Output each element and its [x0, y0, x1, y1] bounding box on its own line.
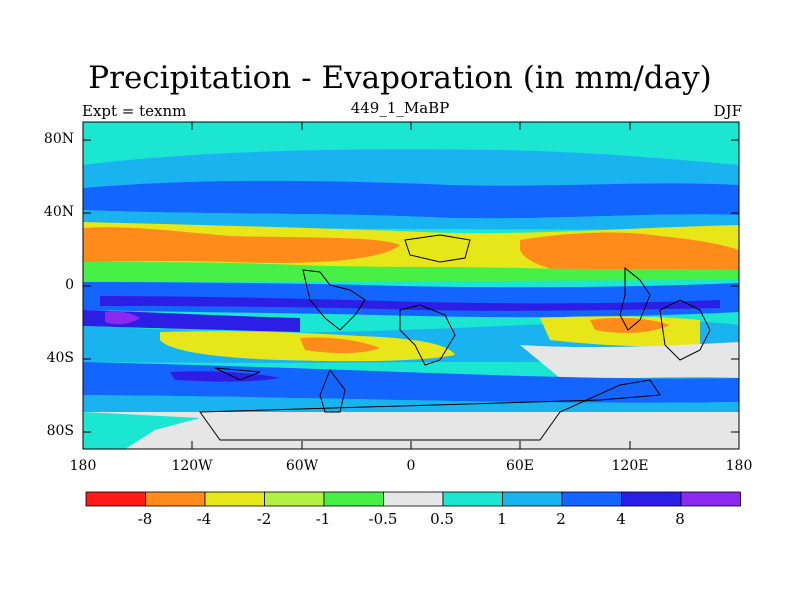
north-sub-light — [83, 210, 739, 230]
colorbar-swatch — [145, 491, 206, 507]
x-tick-label: 180 — [725, 458, 753, 474]
y-tick-label: 40S — [46, 350, 74, 366]
spcz-peak — [105, 311, 140, 325]
south-pacific-dry-core — [300, 337, 380, 354]
colorbar-label: 1 — [497, 510, 507, 528]
south-indian-dry-core — [590, 317, 670, 333]
x-tick-label: 60E — [505, 458, 535, 474]
south-storm-track — [83, 362, 739, 403]
south-storm-core — [170, 371, 280, 382]
polar-cyan — [83, 412, 200, 449]
colorbar-label: 8 — [675, 510, 685, 528]
colorbar-label: 2 — [556, 510, 566, 528]
colorbar-swatch — [264, 491, 325, 507]
y-tick-label: 80N — [43, 131, 74, 147]
colorbar — [85, 491, 741, 507]
colorbar-swatch — [383, 491, 444, 507]
season-label: DJF — [713, 102, 742, 120]
y-tick-marks — [83, 139, 739, 433]
chart-subtitle: 449_1_MaBP — [350, 99, 450, 117]
colorbar-swatch — [502, 491, 563, 507]
colorbar-label: 4 — [616, 510, 626, 528]
north-pacific-dry — [83, 227, 400, 264]
colorbar-swatch — [561, 491, 622, 507]
colorbar-swatch — [621, 491, 682, 507]
colorbar-swatch — [85, 491, 146, 507]
x-tick-marks — [82, 122, 740, 449]
y-tick-label: 40N — [43, 204, 74, 220]
colorbar-label: -0.5 — [368, 510, 398, 528]
y-tick-label: 80S — [46, 423, 74, 439]
coastlines — [199, 234, 711, 441]
field-layer — [83, 122, 739, 449]
south-neutral — [520, 342, 739, 379]
colorbar-label: -1 — [315, 510, 331, 528]
south-storm-edge — [83, 395, 739, 412]
colorbar-label: -4 — [196, 510, 212, 528]
spcz — [83, 310, 300, 332]
x-tick-label: 0 — [406, 458, 416, 474]
x-tick-label: 120W — [171, 458, 213, 474]
colorbar-swatch — [442, 491, 503, 507]
colorbar-label: 0.5 — [430, 510, 454, 528]
colorbar-label: -8 — [137, 510, 153, 528]
x-tick-label: 180 — [69, 458, 97, 474]
x-tick-label: 120E — [611, 458, 649, 474]
y-tick-label: 0 — [65, 277, 74, 293]
colorbar-swatch — [323, 491, 384, 507]
chart-title: Precipitation - Evaporation (in mm/day) — [88, 60, 712, 96]
itcz-core — [100, 296, 720, 311]
tropical-edge-green — [83, 262, 739, 282]
x-tick-label: 60W — [285, 458, 319, 474]
asia-dry — [520, 232, 739, 277]
colorbar-swatch — [204, 491, 265, 507]
colorbar-label: -2 — [256, 510, 272, 528]
north-storm-track — [83, 180, 739, 219]
colorbar-swatch — [680, 491, 741, 507]
experiment-label: Expt = texnm — [82, 102, 187, 120]
